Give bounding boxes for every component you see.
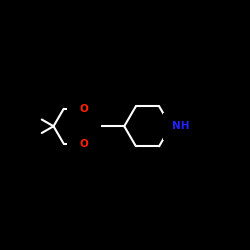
Text: O: O	[80, 104, 88, 114]
Text: NH: NH	[172, 121, 189, 131]
Text: O: O	[80, 139, 88, 149]
